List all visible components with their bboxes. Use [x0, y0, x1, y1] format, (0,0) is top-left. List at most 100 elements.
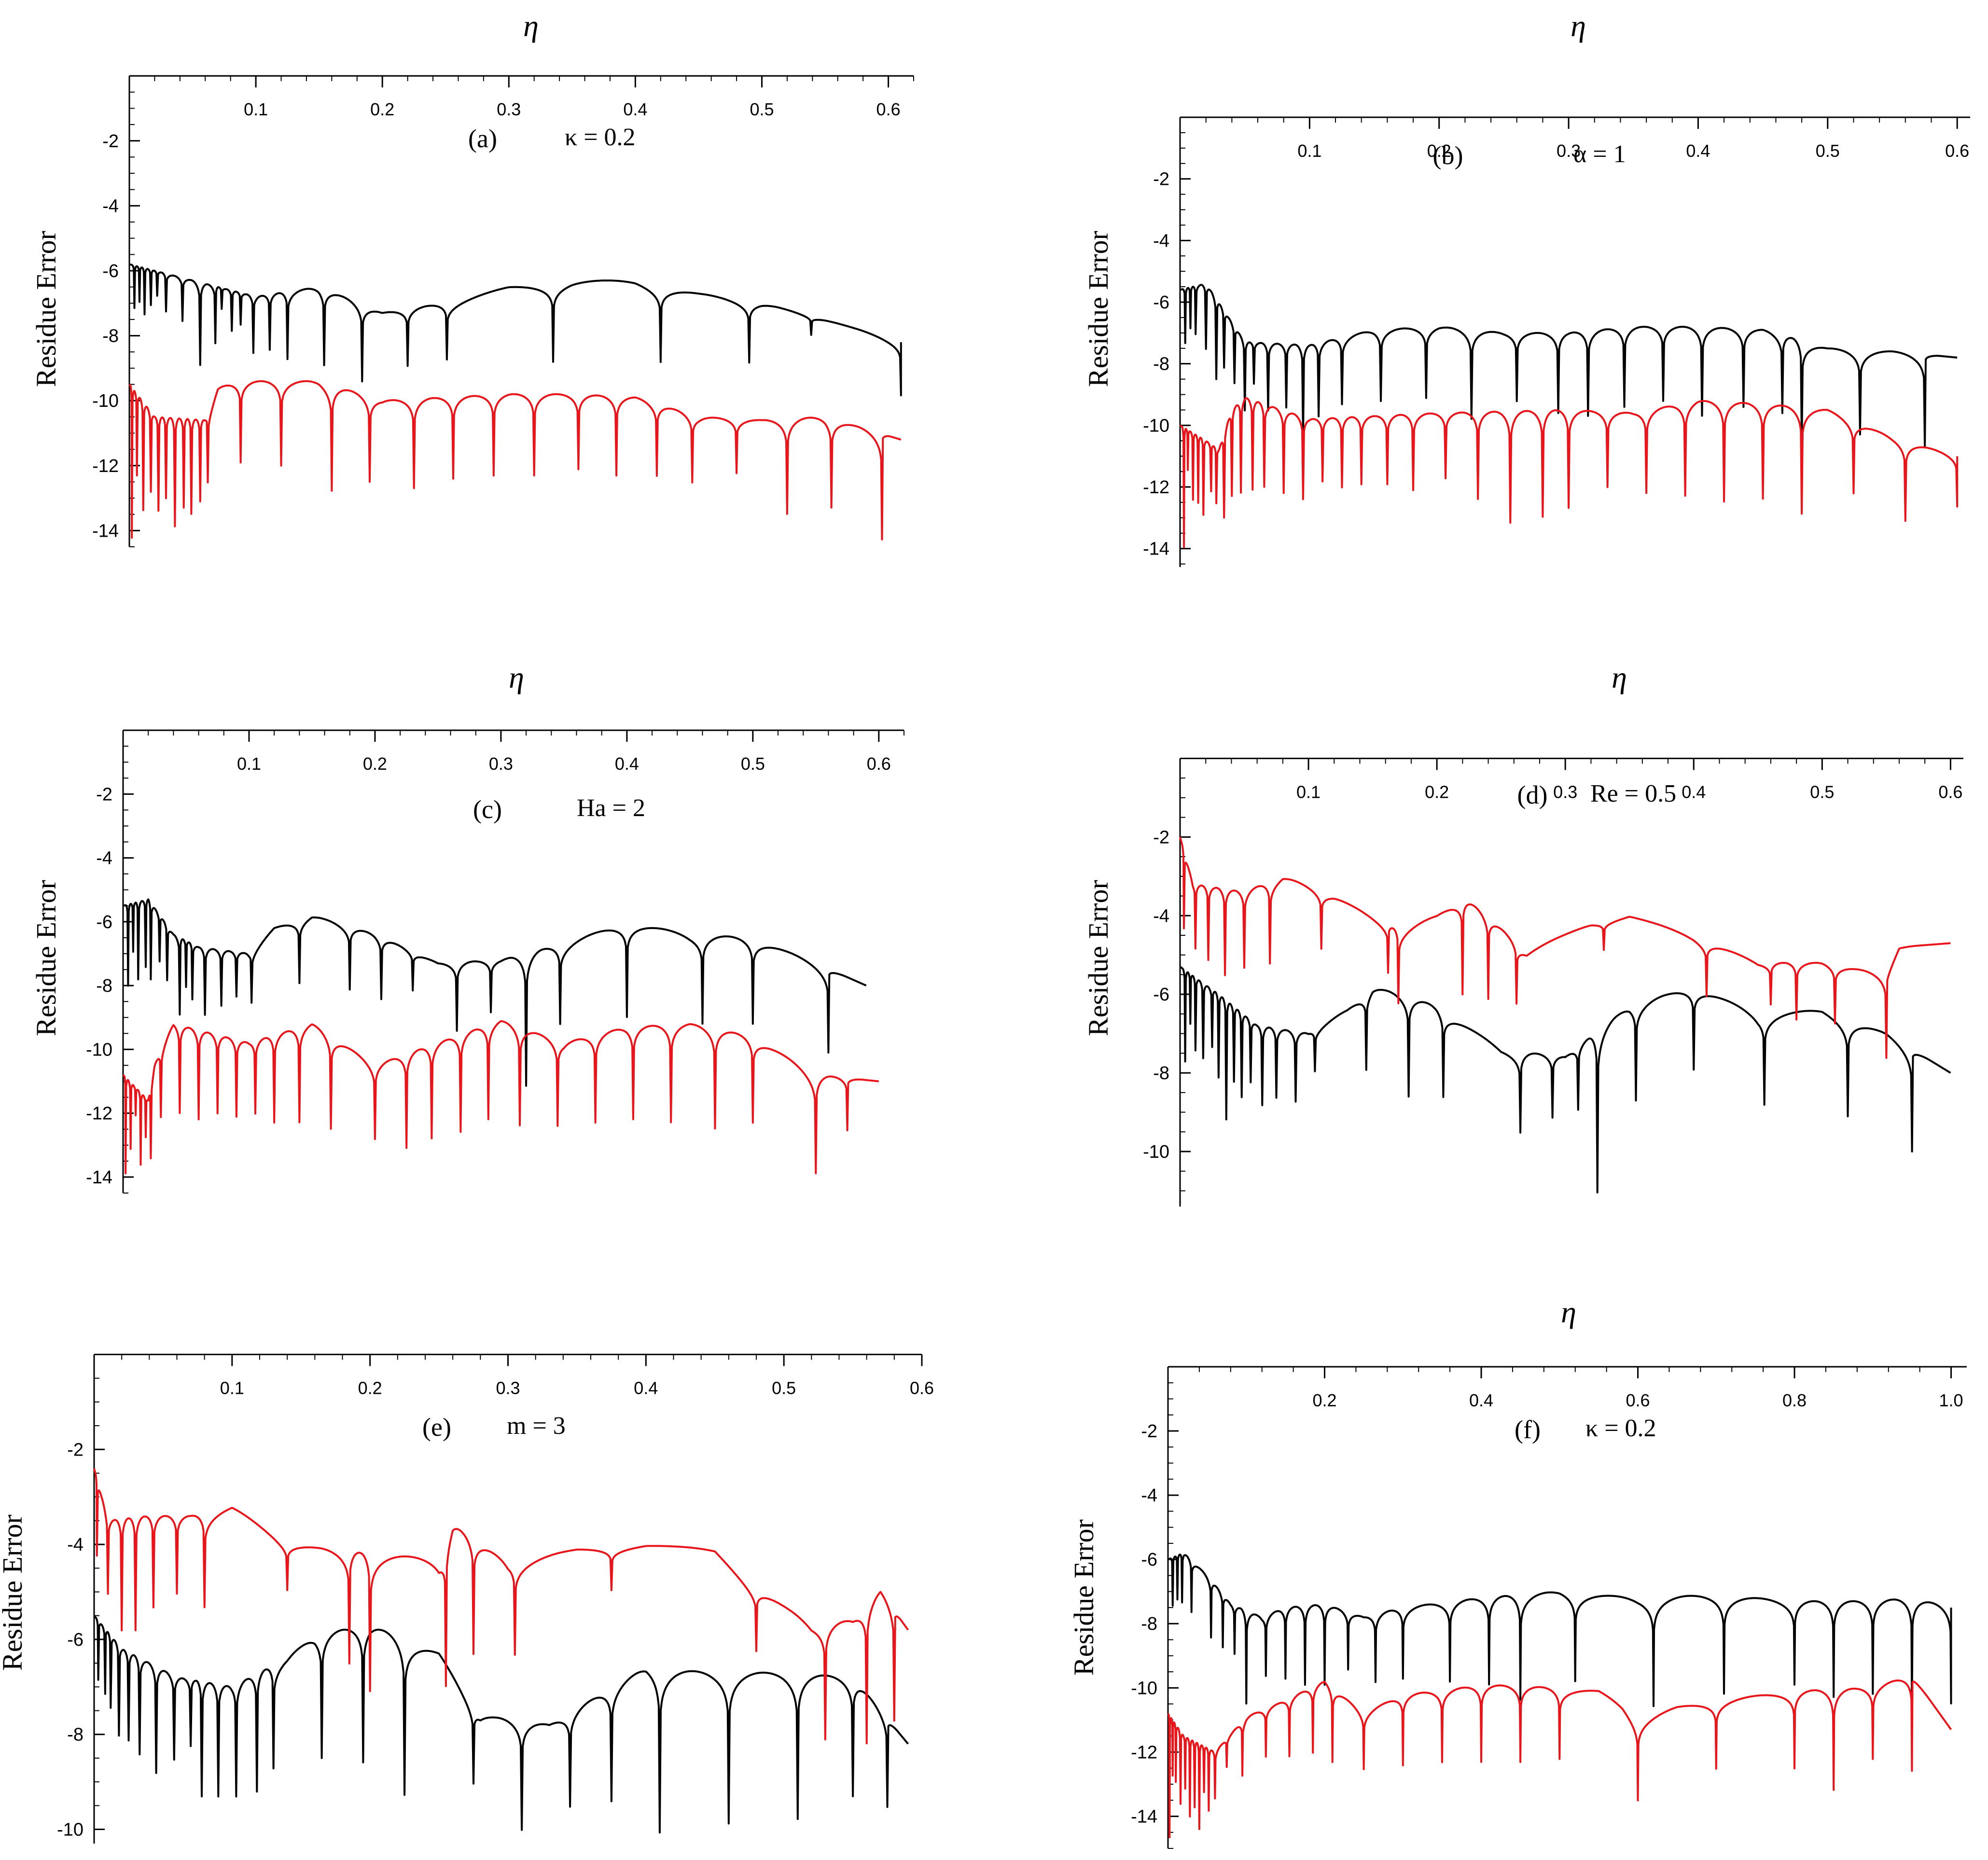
panel-caption: (d)	[1517, 780, 1548, 809]
panel-f: 0.2 0.4 0.6 0.8 1.0 -2 -4 -6 -8 -10 -12 -14 η Residue…	[1068, 1295, 1967, 1849]
y-tick-label: -10	[92, 391, 119, 411]
series-black-line	[1180, 284, 1958, 448]
y-tick-label: -10	[57, 1819, 83, 1840]
y-tick-label: -4	[1153, 906, 1169, 926]
x-tick-label: 0.2	[1312, 1390, 1336, 1410]
panel-parameter: m = 3	[507, 1412, 566, 1440]
y-axis-title: Residue Error	[1083, 231, 1114, 387]
x-tick-label: 0.6	[1945, 141, 1969, 161]
series-black-line	[1168, 1554, 1952, 1707]
y-tick-label: -10	[86, 1040, 112, 1060]
series-black-line	[129, 263, 902, 397]
y-tick-label: -12	[1143, 477, 1169, 498]
series-black-line	[1179, 966, 1951, 1194]
panel-a: 0.1 0.2 0.3 0.4 0.5 0.6 -2 -4 -6 -8 -10 -12 -14 η Resi…	[30, 9, 914, 547]
y-tick-label: -12	[1131, 1742, 1157, 1763]
x-tick-label: 0.1	[220, 1378, 244, 1398]
y-tick-label: -4	[1153, 231, 1169, 251]
y-tick-label: -14	[92, 521, 119, 541]
series-red-line	[128, 380, 902, 541]
panel-parameter: κ = 0.2	[1585, 1415, 1656, 1442]
y-tick-label: -4	[102, 196, 119, 216]
series-red-line	[122, 1020, 879, 1175]
series-red-line	[1167, 1680, 1952, 1838]
y-tick-label: -14	[1143, 539, 1169, 559]
y-tick-label: -2	[102, 131, 119, 152]
y-tick-label: -8	[102, 326, 119, 347]
panel-caption: (f)	[1515, 1415, 1541, 1444]
x-tick-label: 0.1	[1296, 782, 1321, 802]
x-tick-label: 0.3	[1553, 782, 1577, 802]
y-tick-label: -6	[102, 261, 119, 281]
x-tick-label: 0.5	[750, 99, 774, 119]
x-axis-title: η	[509, 660, 524, 694]
y-tick-label: -12	[86, 1104, 112, 1124]
x-tick-label: 0.4	[634, 1378, 658, 1398]
y-tick-label: -8	[1153, 354, 1169, 375]
y-tick-label: -2	[1141, 1421, 1157, 1442]
panel-caption: (c)	[473, 795, 502, 824]
x-tick-label: 0.4	[1686, 141, 1710, 161]
x-tick-label: 0.5	[1810, 782, 1834, 802]
x-tick-label: 0.3	[1557, 141, 1581, 161]
x-tick-label: 0.6	[876, 99, 901, 119]
x-tick-label: 0.4	[615, 754, 639, 774]
y-tick-label: -2	[1153, 169, 1169, 190]
y-axis-title: Residue Error	[1083, 880, 1114, 1036]
x-axis-title: η	[523, 9, 539, 43]
x-tick-label: 0.2	[370, 99, 394, 119]
x-tick-label: 0.3	[497, 99, 521, 119]
series-red-line	[1179, 397, 1959, 548]
y-tick-label: -2	[1153, 827, 1169, 847]
x-tick-label: 1.0	[1939, 1390, 1963, 1410]
panel-caption: (a)	[468, 124, 497, 153]
x-tick-label: 0.5	[741, 754, 765, 774]
y-tick-label: -6	[96, 912, 112, 932]
y-tick-label: -8	[1141, 1614, 1157, 1634]
x-tick-label: 0.4	[1469, 1390, 1493, 1410]
x-tick-label: 0.5	[1816, 141, 1840, 161]
y-tick-label: -8	[96, 976, 112, 996]
series-red-line	[1179, 836, 1951, 1059]
y-tick-label: -4	[67, 1535, 83, 1555]
y-axis-title: Residue Error	[30, 231, 62, 387]
panel-parameter: α = 1	[1573, 140, 1626, 168]
series-black-line	[93, 1615, 909, 1834]
series-black-line	[123, 898, 867, 1087]
panel-e: 0.1 0.2 0.3 0.4 0.5 0.6 -2 -4 -6 -8 -10 Residue Err…	[0, 1354, 934, 1844]
y-tick-label: -4	[1141, 1485, 1157, 1506]
x-tick-label: 0.6	[867, 754, 891, 774]
x-axis-title: η	[1612, 660, 1627, 694]
panel-caption: (b)	[1433, 141, 1463, 170]
y-tick-label: -14	[1131, 1806, 1157, 1827]
panel-caption: (e)	[422, 1413, 451, 1442]
y-axis-title: Residue Error	[1068, 1519, 1099, 1676]
y-tick-label: -6	[1141, 1550, 1157, 1570]
y-tick-label: -12	[92, 456, 119, 476]
y-tick-label: -2	[67, 1440, 83, 1460]
panel-parameter: Re = 0.5	[1590, 780, 1676, 807]
x-tick-label: 0.8	[1782, 1390, 1807, 1410]
y-tick-label: -10	[1143, 1142, 1169, 1162]
panel-b: 0.1 0.2 0.3 0.4 0.5 0.6 -2 -4 -6 -8 -10 -12 -14 η Resi…	[1083, 9, 1970, 567]
y-axis-title: Residue Error	[30, 880, 62, 1036]
x-tick-label: 0.2	[363, 754, 387, 774]
x-tick-label: 0.4	[623, 99, 647, 119]
y-tick-label: -6	[1153, 985, 1169, 1005]
panel-parameter: κ = 0.2	[565, 124, 636, 151]
y-axis-title: Residue Error	[0, 1514, 28, 1671]
x-tick-label: 0.1	[1297, 141, 1321, 161]
y-tick-label: -10	[1131, 1678, 1157, 1698]
x-tick-label: 0.1	[244, 99, 268, 119]
x-tick-label: 0.2	[358, 1378, 382, 1398]
y-tick-label: -8	[67, 1725, 83, 1745]
x-tick-label: 0.6	[1938, 782, 1962, 802]
x-tick-label: 0.5	[772, 1378, 796, 1398]
y-tick-label: -10	[1143, 416, 1169, 436]
x-axis-title: η	[1571, 9, 1586, 43]
x-tick-label: 0.6	[910, 1378, 934, 1398]
y-tick-label: -6	[1153, 292, 1169, 313]
y-tick-label: -4	[96, 848, 112, 869]
x-tick-label: 0.2	[1427, 141, 1451, 161]
x-tick-label: 0.2	[1425, 782, 1449, 802]
